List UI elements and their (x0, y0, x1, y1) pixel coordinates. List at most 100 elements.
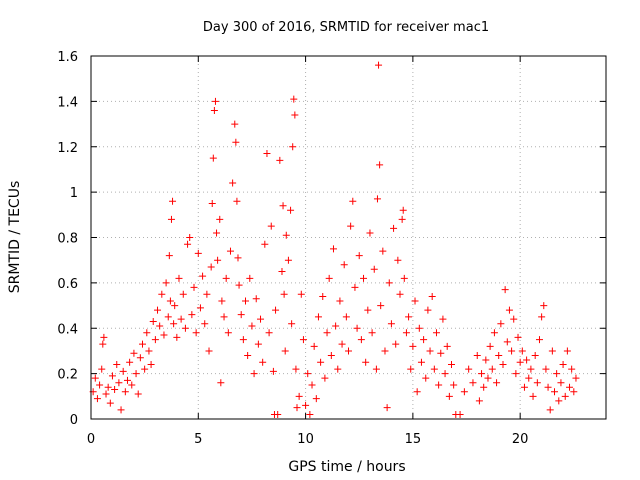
data-point (126, 358, 134, 366)
data-point (505, 306, 513, 314)
data-point (276, 156, 284, 164)
data-point (113, 361, 121, 369)
data-point (387, 320, 395, 328)
data-point (184, 240, 192, 248)
data-point (282, 231, 290, 239)
data-point (321, 374, 329, 382)
data-point (203, 290, 211, 298)
data-point (563, 347, 571, 355)
data-point (237, 311, 245, 319)
data-point (171, 302, 179, 310)
data-point (297, 290, 305, 298)
chart-title: Day 300 of 2016, SRMTID for receiver mac… (203, 20, 489, 35)
data-point (538, 313, 546, 321)
data-point (145, 347, 153, 355)
data-point (443, 342, 451, 350)
data-point (375, 61, 383, 69)
data-point (164, 313, 172, 321)
data-point (216, 215, 224, 223)
data-point (546, 406, 554, 414)
data-point (551, 388, 558, 396)
axis-ticks (90, 55, 606, 420)
data-point (497, 320, 505, 328)
data-point (259, 358, 267, 366)
data-point (154, 306, 162, 314)
data-point (143, 329, 151, 337)
data-point (98, 365, 106, 373)
data-point (291, 111, 299, 119)
data-point (261, 240, 269, 248)
data-point (280, 290, 288, 298)
data-point (100, 333, 108, 341)
data-point (207, 263, 215, 271)
data-point (439, 315, 447, 323)
data-point (437, 349, 445, 357)
data-point (559, 361, 567, 369)
data-point (181, 324, 189, 332)
data-point (548, 347, 556, 355)
data-point (448, 361, 455, 369)
data-point (334, 365, 342, 373)
data-point (501, 286, 509, 294)
data-points (89, 61, 580, 418)
data-point (329, 245, 337, 253)
data-point (400, 274, 408, 282)
data-point (117, 406, 125, 414)
data-point (233, 197, 241, 205)
data-point (514, 333, 522, 341)
data-point (402, 329, 410, 337)
y-axis-label: SRMTID / TECUs (7, 181, 23, 294)
data-point (267, 222, 275, 230)
data-point (482, 356, 490, 364)
data-point (179, 290, 187, 298)
data-point (553, 370, 561, 378)
data-point (173, 333, 181, 341)
data-point (368, 329, 376, 337)
data-point (314, 313, 322, 321)
data-point (540, 302, 548, 310)
data-point (529, 392, 537, 400)
data-point (123, 376, 131, 384)
data-point (220, 313, 228, 321)
data-point (353, 324, 361, 332)
data-point (373, 195, 381, 203)
data-point (398, 215, 406, 223)
data-point (199, 272, 207, 280)
data-point (310, 342, 318, 350)
data-point (469, 379, 477, 387)
data-point (317, 358, 325, 366)
data-point (91, 374, 99, 382)
x-tick-label: 0 (87, 432, 95, 447)
data-point (147, 361, 155, 369)
data-point (405, 313, 413, 321)
data-point (93, 395, 101, 403)
data-point (186, 234, 194, 241)
data-point (342, 313, 350, 321)
data-point (327, 351, 335, 359)
data-point (194, 249, 202, 257)
data-point (208, 199, 216, 207)
data-point (390, 224, 398, 232)
data-point (531, 351, 539, 359)
data-point (254, 340, 262, 348)
data-point (218, 297, 226, 305)
data-point (512, 370, 520, 378)
data-point (139, 340, 146, 348)
data-point (460, 388, 468, 396)
data-point (177, 315, 185, 323)
data-point (422, 374, 430, 382)
data-point (508, 347, 516, 355)
data-point (279, 202, 287, 210)
data-point (274, 410, 282, 418)
data-point (516, 358, 524, 366)
data-point (510, 315, 518, 323)
data-point (392, 340, 400, 348)
data-point (432, 329, 440, 337)
data-point (214, 256, 222, 264)
data-point (169, 197, 177, 205)
data-point (160, 331, 168, 339)
data-point (475, 397, 483, 405)
data-point (119, 367, 127, 375)
y-tick-label: 1 (70, 186, 78, 201)
